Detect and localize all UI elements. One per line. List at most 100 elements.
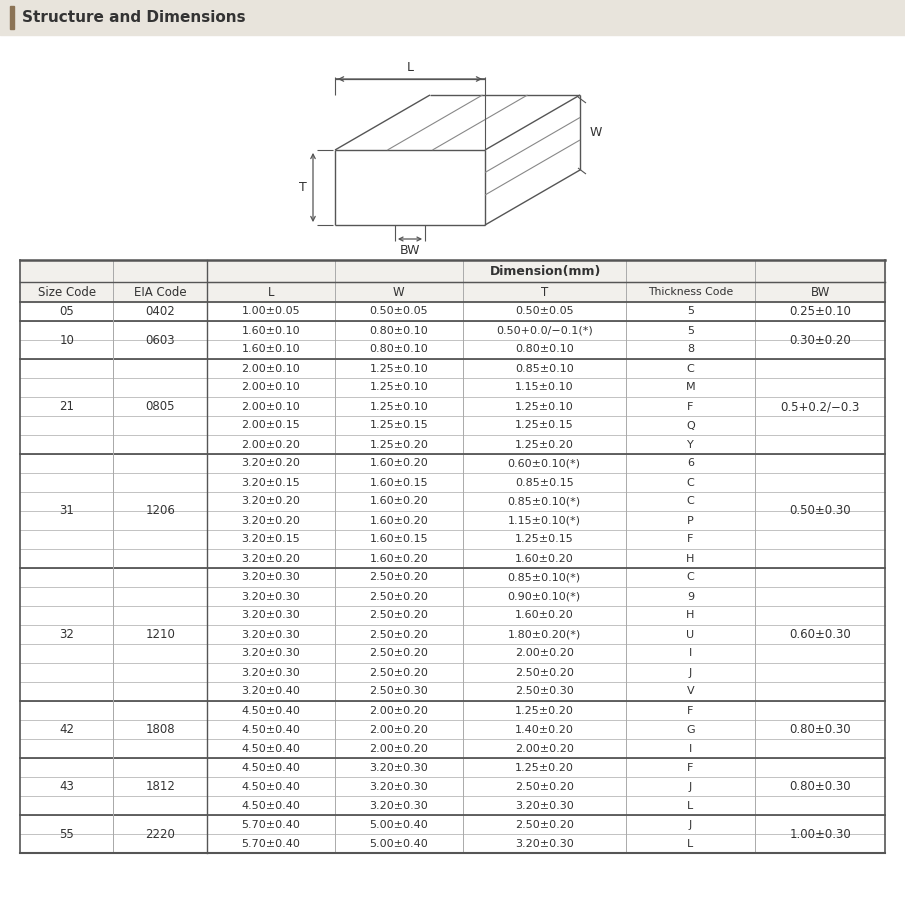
- Text: 0.50+0.0/−0.1(*): 0.50+0.0/−0.1(*): [496, 326, 593, 336]
- Text: 0.85±0.10: 0.85±0.10: [515, 364, 574, 374]
- Text: 1.60±0.20: 1.60±0.20: [369, 516, 428, 526]
- Text: 42: 42: [59, 723, 74, 736]
- Text: L: L: [687, 801, 693, 811]
- Text: 3.20±0.30: 3.20±0.30: [242, 611, 300, 621]
- Text: 1.25±0.20: 1.25±0.20: [515, 763, 574, 773]
- Text: 1.60±0.15: 1.60±0.15: [369, 535, 428, 545]
- Text: 2.50±0.30: 2.50±0.30: [515, 687, 574, 697]
- Bar: [20, 260, 885, 282]
- Text: 1.25±0.10: 1.25±0.10: [369, 364, 428, 374]
- Text: 5: 5: [687, 326, 694, 336]
- Text: 6: 6: [687, 459, 694, 469]
- Text: H: H: [686, 611, 694, 621]
- Text: 1.60±0.10: 1.60±0.10: [242, 345, 300, 355]
- Text: 0.80±0.30: 0.80±0.30: [789, 780, 851, 793]
- Text: 2.00±0.10: 2.00±0.10: [242, 383, 300, 393]
- Text: 3.20±0.20: 3.20±0.20: [242, 459, 300, 469]
- Text: 3.20±0.30: 3.20±0.30: [369, 782, 428, 792]
- Text: 1.25±0.15: 1.25±0.15: [369, 421, 428, 431]
- Text: 3.20±0.20: 3.20±0.20: [242, 516, 300, 526]
- Text: 0.60±0.30: 0.60±0.30: [789, 628, 851, 641]
- Text: 1.25±0.20: 1.25±0.20: [515, 706, 574, 716]
- Text: 3.20±0.15: 3.20±0.15: [242, 535, 300, 545]
- Text: 0.80±0.30: 0.80±0.30: [789, 723, 851, 736]
- Text: 8: 8: [687, 345, 694, 355]
- Text: 0.85±0.10(*): 0.85±0.10(*): [508, 573, 581, 583]
- Text: 3.20±0.30: 3.20±0.30: [242, 668, 300, 678]
- Text: 1.15±0.10: 1.15±0.10: [515, 383, 574, 393]
- Text: T: T: [300, 181, 307, 194]
- Text: 5.00±0.40: 5.00±0.40: [369, 839, 428, 849]
- Text: 1.60±0.20: 1.60±0.20: [369, 459, 428, 469]
- Text: 2.50±0.20: 2.50±0.20: [515, 820, 574, 830]
- Text: H: H: [686, 554, 694, 564]
- Text: BW: BW: [400, 244, 420, 257]
- Text: I: I: [689, 744, 692, 754]
- Text: 1.40±0.20: 1.40±0.20: [515, 725, 574, 735]
- Text: 1.25±0.15: 1.25±0.15: [515, 535, 574, 545]
- Text: W: W: [590, 126, 603, 139]
- Text: 1.15±0.10(*): 1.15±0.10(*): [508, 516, 581, 526]
- Text: 1.25±0.10: 1.25±0.10: [369, 402, 428, 412]
- Text: L: L: [687, 839, 693, 849]
- Text: Y: Y: [687, 440, 694, 450]
- Text: C: C: [687, 497, 694, 507]
- Text: 1.60±0.15: 1.60±0.15: [369, 478, 428, 488]
- Text: 4.50±0.40: 4.50±0.40: [242, 782, 300, 792]
- Text: P: P: [687, 516, 694, 526]
- Text: 3.20±0.20: 3.20±0.20: [242, 554, 300, 564]
- Text: 1.00±0.05: 1.00±0.05: [242, 307, 300, 317]
- Text: 3.20±0.40: 3.20±0.40: [242, 687, 300, 697]
- Text: 1.00±0.30: 1.00±0.30: [789, 827, 851, 841]
- Text: 31: 31: [59, 504, 74, 518]
- Text: 0.60±0.10(*): 0.60±0.10(*): [508, 459, 581, 469]
- Text: Dimension(mm): Dimension(mm): [491, 264, 602, 278]
- Text: 1.60±0.20: 1.60±0.20: [369, 497, 428, 507]
- Text: 43: 43: [59, 780, 74, 793]
- Text: T: T: [540, 285, 548, 299]
- Text: 21: 21: [59, 400, 74, 413]
- Text: 1.25±0.20: 1.25±0.20: [515, 440, 574, 450]
- Text: F: F: [687, 402, 693, 412]
- Text: 1.25±0.10: 1.25±0.10: [515, 402, 574, 412]
- Text: 3.20±0.30: 3.20±0.30: [369, 763, 428, 773]
- Text: 4.50±0.40: 4.50±0.40: [242, 725, 300, 735]
- Text: 3.20±0.30: 3.20±0.30: [515, 801, 574, 811]
- Text: L: L: [406, 61, 414, 74]
- Text: 2.00±0.15: 2.00±0.15: [242, 421, 300, 431]
- Text: 3.20±0.30: 3.20±0.30: [369, 801, 428, 811]
- Text: 4.50±0.40: 4.50±0.40: [242, 763, 300, 773]
- Text: C: C: [687, 573, 694, 583]
- Text: 1.80±0.20(*): 1.80±0.20(*): [508, 630, 581, 640]
- Text: M: M: [686, 383, 695, 393]
- Text: 2.50±0.20: 2.50±0.20: [369, 573, 428, 583]
- Text: 1.25±0.20: 1.25±0.20: [369, 440, 428, 450]
- Text: 4.50±0.40: 4.50±0.40: [242, 744, 300, 754]
- Text: 2.00±0.20: 2.00±0.20: [369, 744, 428, 754]
- Text: 3.20±0.30: 3.20±0.30: [242, 649, 300, 659]
- Text: 0402: 0402: [146, 305, 175, 318]
- Text: F: F: [687, 706, 693, 716]
- Text: 4.50±0.40: 4.50±0.40: [242, 706, 300, 716]
- Text: J: J: [689, 668, 692, 678]
- Text: J: J: [689, 820, 692, 830]
- Text: 10: 10: [59, 334, 74, 347]
- Text: V: V: [687, 687, 694, 697]
- Text: 2.00±0.20: 2.00±0.20: [369, 725, 428, 735]
- Text: 0.50±0.05: 0.50±0.05: [369, 307, 428, 317]
- Text: 3.20±0.30: 3.20±0.30: [242, 630, 300, 640]
- Text: 0.50±0.30: 0.50±0.30: [789, 504, 851, 518]
- Text: 0.85±0.10(*): 0.85±0.10(*): [508, 497, 581, 507]
- Text: G: G: [686, 725, 695, 735]
- Text: U: U: [686, 630, 694, 640]
- Bar: [10, 6, 14, 29]
- Text: 2.50±0.20: 2.50±0.20: [369, 630, 428, 640]
- Text: 1.60±0.10: 1.60±0.10: [242, 326, 300, 336]
- Text: 2.50±0.20: 2.50±0.20: [515, 668, 574, 678]
- Text: 1.25±0.15: 1.25±0.15: [515, 421, 574, 431]
- Text: 1.60±0.20: 1.60±0.20: [515, 611, 574, 621]
- Text: 32: 32: [59, 628, 74, 641]
- Bar: [0, 0, 905, 35]
- Text: 0.90±0.10(*): 0.90±0.10(*): [508, 592, 581, 602]
- Text: 4.50±0.40: 4.50±0.40: [242, 801, 300, 811]
